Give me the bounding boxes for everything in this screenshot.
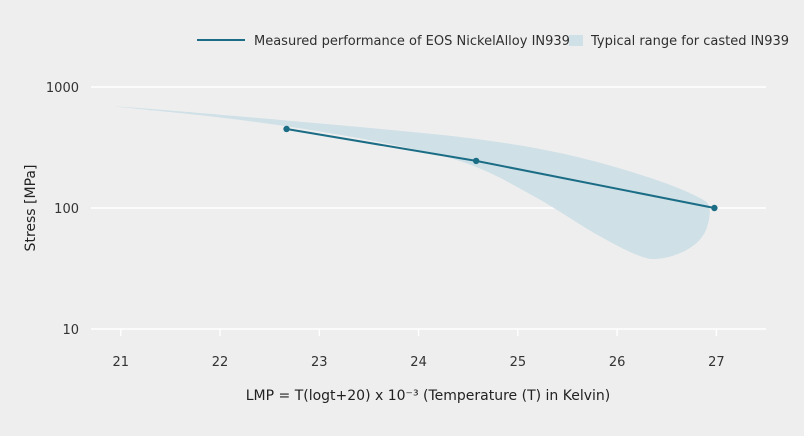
legend-label-range: Typical range for casted IN939 [590, 34, 789, 49]
data-point-0-1 [472, 157, 480, 165]
y-tick-label-100: 100 [54, 202, 79, 217]
data-point-0-0 [283, 125, 290, 133]
x-tick-label-26: 26 [609, 355, 626, 370]
x-tick-label-24: 24 [410, 355, 427, 370]
x-tick-label-21: 21 [113, 355, 130, 370]
y-tick-label-1000: 1000 [46, 81, 79, 96]
x-tick-label-25: 25 [510, 355, 527, 370]
y-tick-label-10: 10 [62, 323, 79, 338]
x-tick-label-27: 27 [708, 355, 725, 370]
x-tick-label-23: 23 [311, 355, 328, 370]
data-point-0-2 [711, 204, 718, 212]
legend-band-swatch [569, 35, 583, 46]
legend-label-measured: Measured performance of EOS NickelAlloy … [254, 34, 570, 49]
legend: Measured performance of EOS NickelAlloy … [197, 34, 789, 49]
y-axis-title: Stress [MPa] [23, 165, 39, 252]
x-axis-title: LMP = T(logt+20) x 10⁻³ (Temperature (T)… [246, 388, 611, 404]
x-tick-label-22: 22 [212, 355, 229, 370]
